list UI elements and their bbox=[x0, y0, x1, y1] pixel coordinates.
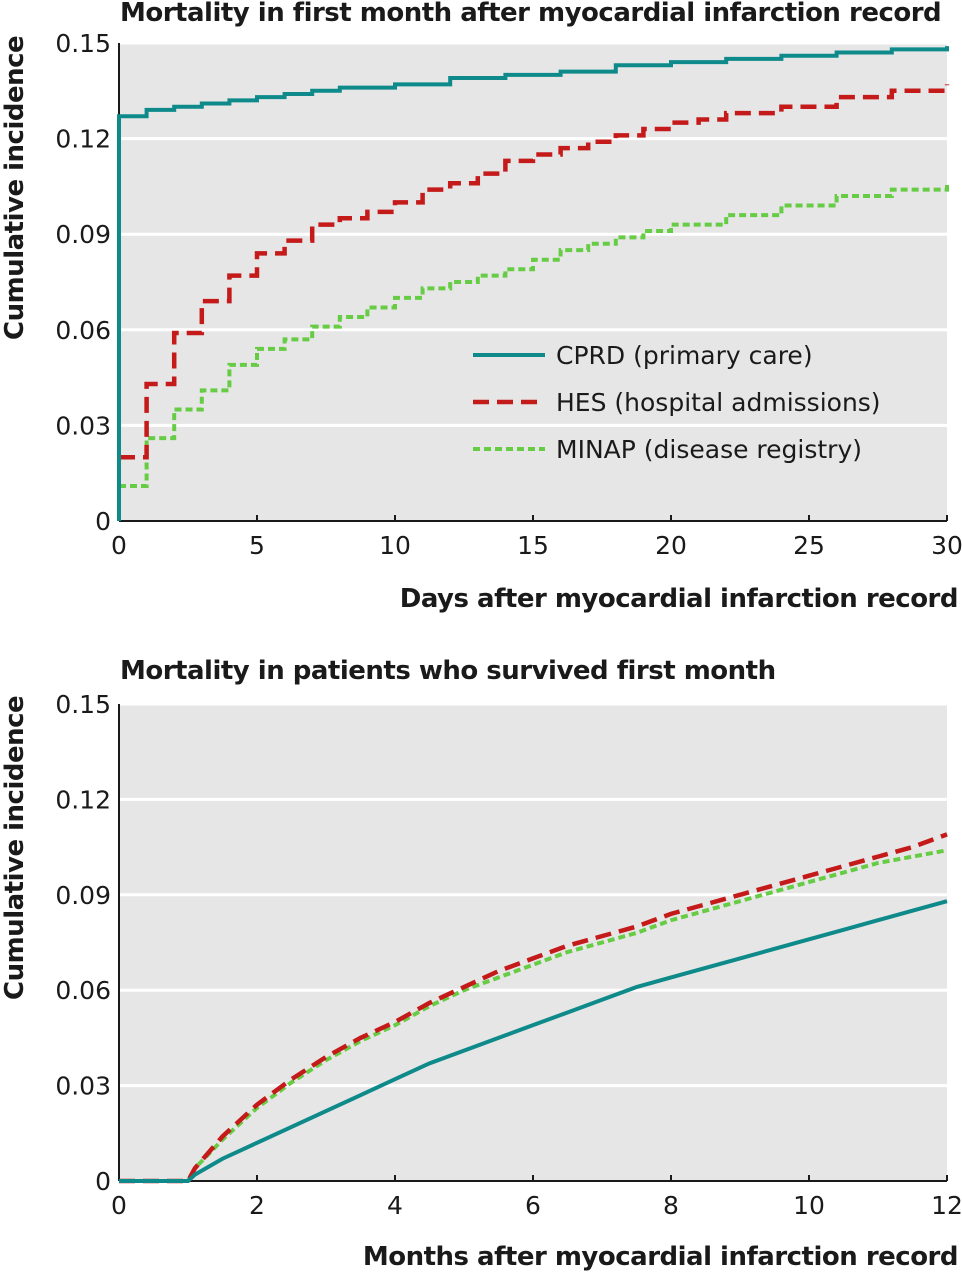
series-line-hes bbox=[119, 84, 950, 460]
legend-label-minap: MINAP (disease registry) bbox=[556, 435, 862, 464]
y-tick-label: 0.12 bbox=[55, 125, 111, 154]
x-tick-label: 10 bbox=[793, 1191, 825, 1220]
series-line-minap bbox=[119, 183, 949, 488]
series-line-cprd bbox=[117, 46, 949, 521]
series-line-hes bbox=[119, 832, 948, 1184]
y-tick-label: 0.15 bbox=[55, 29, 111, 58]
x-tick-label: 8 bbox=[663, 1191, 679, 1220]
x-axis-label: Months after myocardial infarction recor… bbox=[362, 1242, 959, 1272]
y-tick-label: 0.03 bbox=[55, 411, 111, 440]
x-axis-label: Days after myocardial infarction record bbox=[399, 584, 959, 614]
y-tick-label: 0.09 bbox=[55, 220, 111, 249]
x-tick-label: 25 bbox=[793, 531, 825, 560]
x-tick-label: 2 bbox=[249, 1191, 265, 1220]
chart-plot-area: 0 0.03 0.06 0.09 0.12 0.15 0 2 4 6 8 10 12 bbox=[55, 690, 962, 1220]
y-tick-label: 0.06 bbox=[55, 976, 111, 1005]
x-tick-label: 15 bbox=[517, 531, 549, 560]
x-tick-label: 20 bbox=[655, 531, 687, 560]
y-tick-label: 0 bbox=[95, 1167, 111, 1196]
chart-title: Mortality in patients who survived first… bbox=[120, 656, 776, 686]
x-tick-label: 4 bbox=[387, 1191, 403, 1220]
y-tick-label: 0.09 bbox=[55, 881, 111, 910]
x-tick-label: 10 bbox=[379, 531, 411, 560]
x-tick-label: 12 bbox=[931, 1191, 962, 1220]
x-tick-label: 5 bbox=[249, 531, 265, 560]
plot-background bbox=[119, 704, 947, 1181]
series-line-cprd bbox=[119, 899, 948, 1183]
x-tick-label: 0 bbox=[111, 531, 127, 560]
chart-panel-survivors: Mortality in patients who survived first… bbox=[0, 650, 962, 1280]
x-tick-label: 30 bbox=[931, 531, 962, 560]
x-tick-label: 6 bbox=[525, 1191, 541, 1220]
y-tick-label: 0.15 bbox=[55, 690, 111, 719]
legend-label-cprd: CPRD (primary care) bbox=[556, 341, 813, 370]
x-tick-label: 0 bbox=[111, 1191, 127, 1220]
chart-panel-first-month: Mortality in first month after myocardia… bbox=[0, 0, 962, 614]
y-tick-label: 0.12 bbox=[55, 785, 111, 814]
y-tick-label: 0.06 bbox=[55, 316, 111, 345]
chart-title: Mortality in first month after myocardia… bbox=[120, 0, 942, 28]
legend-label-hes: HES (hospital admissions) bbox=[556, 388, 881, 417]
y-tick-label: 0 bbox=[95, 507, 111, 536]
y-tick-label: 0.03 bbox=[55, 1072, 111, 1101]
series-line-minap bbox=[119, 848, 948, 1183]
plot-background bbox=[119, 43, 947, 521]
chart-plot-area: 0 0.03 0.06 0.09 0.12 0.15 0 5 10 15 20 25 30 CPRD (p… bbox=[55, 29, 962, 560]
